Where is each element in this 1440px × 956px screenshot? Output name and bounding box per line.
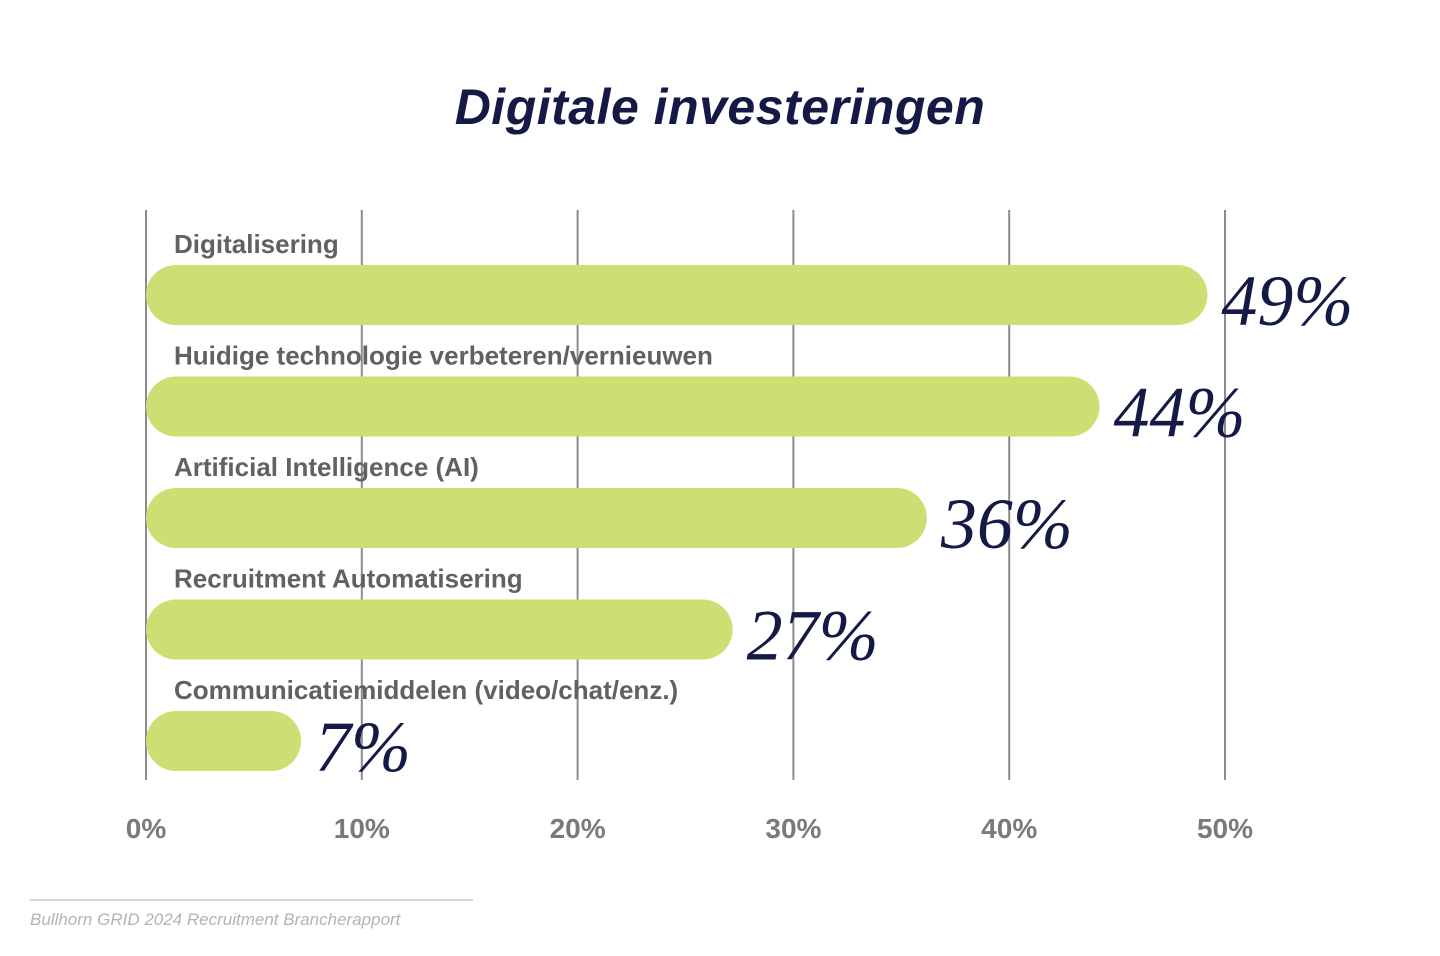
category-label: Recruitment Automatisering [174,564,523,594]
x-axis-ticks: 0% 10% 20% 30% 40% 50% [126,813,1253,844]
x-tick-label: 0% [126,813,167,844]
data-label: 7% [315,707,411,787]
bar [146,376,1100,437]
bar [146,599,733,660]
bar [146,711,302,771]
source-divider [30,899,473,901]
category-label: Communicatiemiddelen (video/chat/enz.) [174,675,678,705]
category-label: Digitalisering [174,229,339,259]
x-tick-label: 50% [1197,813,1253,844]
source-note: Bullhorn GRID 2024 Recruitment Branchera… [30,910,401,929]
x-tick-label: 10% [334,813,390,844]
bars: Digitalisering 49% Huidige technologie ver… [146,229,1353,787]
bar-group: Digitalisering 49% [146,229,1353,341]
chart-title: Digitale investeringen [454,79,986,135]
data-label: 49% [1221,261,1353,341]
x-tick-label: 30% [765,813,821,844]
bar [146,488,927,548]
x-tick-label: 40% [981,813,1037,844]
bar-group: Recruitment Automatisering 27% [146,564,879,676]
bar-group: Communicatiemiddelen (video/chat/enz.)7% [146,675,678,787]
category-label: Huidige technologie verbeteren/vernieuwe… [174,341,713,371]
x-tick-label: 20% [550,813,606,844]
data-label: 44% [1114,373,1246,453]
category-label: Artificial Intelligence (AI) [174,452,479,482]
bar-group: Huidige technologie verbeteren/vernieuwe… [146,341,1246,453]
bar-group: Artificial Intelligence (AI) 36% [146,452,1073,564]
data-label: 36% [940,484,1073,564]
bar [146,265,1208,325]
data-label: 27% [747,596,879,676]
